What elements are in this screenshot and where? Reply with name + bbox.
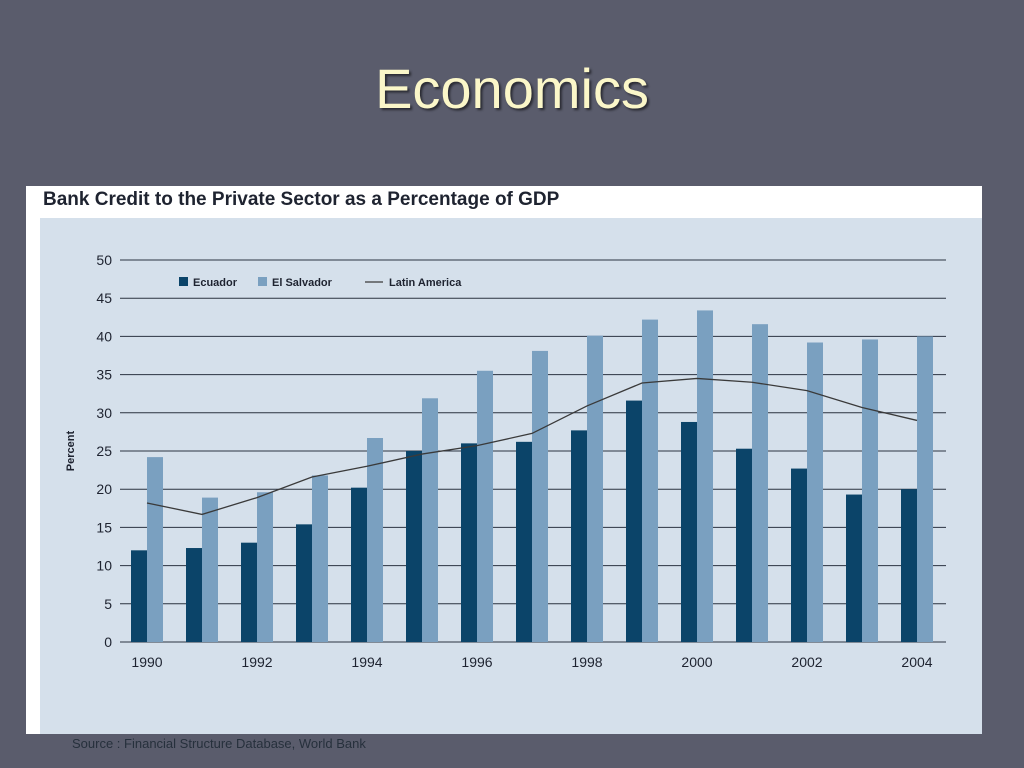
x-tick-label: 1996 (461, 654, 492, 670)
bar-ecuador (571, 430, 587, 642)
bar-ecuador (296, 524, 312, 642)
x-tick-label: 2002 (791, 654, 822, 670)
y-tick-label: 35 (96, 367, 112, 383)
y-tick-label: 25 (96, 443, 112, 459)
bar-el-salvador (862, 339, 878, 642)
bar-chart: 0 5 10 15 20 25 30 35 40 45 50 Percent 1990 1992 1994 1… (65, 252, 946, 670)
bar-ecuador (626, 400, 642, 642)
y-tick-label: 5 (104, 596, 112, 612)
bar-el-salvador (312, 475, 328, 642)
x-tick-label: 2000 (681, 654, 712, 670)
bar-el-salvador (642, 319, 658, 642)
plot-area: Source : Financial Structure Database, W… (40, 218, 982, 751)
bar-el-salvador (147, 457, 163, 642)
bar-el-salvador (477, 370, 493, 642)
bar-el-salvador (587, 335, 603, 642)
y-tick-label: 30 (96, 405, 112, 421)
legend-label: Ecuador (193, 277, 238, 289)
y-tick-label: 20 (96, 481, 112, 497)
bar-el-salvador (752, 324, 768, 642)
legend-swatch (179, 277, 188, 286)
bar-el-salvador (202, 497, 218, 642)
y-axis-label: Percent (65, 430, 77, 471)
bar-el-salvador (532, 350, 548, 642)
y-tick-label: 10 (96, 558, 112, 574)
x-tick-label: 1998 (571, 654, 602, 670)
bar-el-salvador (257, 492, 273, 642)
bar-el-salvador (807, 342, 823, 642)
bar-ecuador (131, 550, 147, 642)
line-latin-america (146, 377, 918, 516)
bar-ecuador (406, 451, 422, 642)
bar-ecuador (461, 443, 477, 642)
bar-el-salvador (917, 336, 933, 642)
bar-el-salvador (367, 438, 383, 642)
y-tick-label: 15 (96, 519, 112, 535)
y-tick-label: 50 (96, 252, 112, 268)
y-tick-label: 40 (96, 328, 112, 344)
legend-label: Latin America (389, 277, 462, 289)
y-tick-label: 0 (104, 634, 112, 650)
source-note: Source : Financial Structure Database, W… (72, 736, 366, 751)
bar-ecuador (791, 468, 807, 642)
y-tick-label: 45 (96, 290, 112, 306)
slide-title: Economics (375, 57, 649, 120)
legend-label: El Salvador (272, 277, 333, 289)
bar-el-salvador (697, 310, 713, 642)
x-tick-label: 1992 (241, 654, 272, 670)
bar-ecuador (516, 441, 532, 642)
bar-el-salvador (422, 398, 438, 642)
bar-ecuador (186, 548, 202, 642)
bar-ecuador (351, 487, 367, 642)
chart-title: Bank Credit to the Private Sector as a P… (43, 189, 560, 210)
bar-ecuador (241, 542, 257, 642)
legend-swatch (258, 277, 267, 286)
bar-ecuador (846, 494, 862, 642)
x-tick-label: 1994 (351, 654, 382, 670)
x-tick-label: 2004 (901, 654, 932, 670)
bar-ecuador (736, 448, 752, 642)
bar-ecuador (901, 489, 917, 642)
x-tick-label: 1990 (131, 654, 162, 670)
bar-ecuador (681, 421, 697, 642)
